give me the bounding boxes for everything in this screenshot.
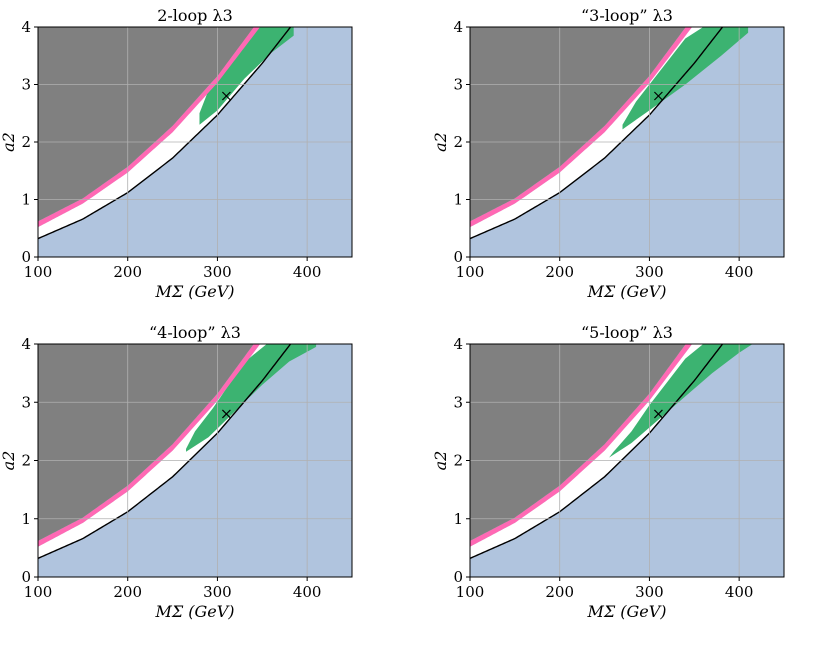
y-tick-label: 4 [453, 18, 463, 36]
chart-panel-3: 100 200 300 400 0 1 2 3 4 “4-loop” λ3 MΣ (GeV) a2 [0, 323, 353, 621]
x-tick-label: 300 [203, 583, 232, 601]
y-tick-label: 3 [21, 393, 31, 411]
benchmark-marker [221, 409, 231, 419]
x-tick-label: 200 [113, 263, 142, 281]
plot-area [470, 344, 784, 577]
y-tick-label: 1 [453, 191, 463, 209]
panel-title: “3-loop” λ3 [581, 6, 673, 25]
benchmark-marker [653, 409, 663, 419]
excluded-region [470, 344, 740, 541]
y-axis-label: a2 [0, 451, 18, 471]
highlight-region [186, 344, 317, 452]
y-tick-label: 2 [453, 133, 463, 151]
excluded-region [38, 344, 308, 541]
boundary-line [470, 344, 724, 560]
benchmark-marker [221, 91, 231, 101]
excluded-region [470, 27, 740, 222]
panel-title: “4-loop” λ3 [149, 323, 241, 342]
x-tick-label: 300 [635, 263, 664, 281]
chart-panel-2: 100 200 300 400 0 1 2 3 4 “3-loop” λ3 MΣ (GeV) a2 [431, 6, 785, 301]
plot-area [470, 27, 784, 257]
plot-area [38, 27, 352, 257]
x-tick-label: 100 [456, 583, 485, 601]
y-tick-label: 0 [453, 248, 463, 266]
y-axis-label: a2 [431, 451, 450, 471]
y-tick-label: 4 [21, 18, 31, 36]
x-axis-label: MΣ (GeV) [586, 282, 666, 301]
x-tick-label: 400 [293, 583, 322, 601]
y-tick-label: 4 [21, 335, 31, 353]
y-axis-label: a2 [0, 132, 18, 152]
panel-title: 2-loop λ3 [157, 6, 233, 25]
highlight-region [199, 27, 294, 125]
boundary-line [470, 27, 724, 240]
benchmark-marker [653, 91, 663, 101]
excluded-region [38, 27, 308, 222]
x-tick-label: 300 [203, 263, 232, 281]
x-tick-label: 200 [113, 583, 142, 601]
y-tick-label: 2 [21, 133, 31, 151]
x-tick-label: 400 [725, 263, 754, 281]
x-tick-label: 100 [24, 583, 53, 601]
highlight-region [609, 344, 753, 458]
y-tick-label: 1 [453, 510, 463, 528]
boundary-line [38, 344, 292, 560]
y-tick-label: 2 [21, 452, 31, 470]
x-tick-label: 100 [24, 263, 53, 281]
x-tick-label: 200 [545, 583, 574, 601]
panel-title: “5-loop” λ3 [581, 323, 673, 342]
y-tick-label: 4 [453, 335, 463, 353]
y-tick-label: 2 [453, 452, 463, 470]
y-tick-label: 1 [21, 510, 31, 528]
x-tick-label: 400 [293, 263, 322, 281]
y-tick-label: 3 [453, 393, 463, 411]
x-axis-label: MΣ (GeV) [154, 282, 234, 301]
y-tick-label: 3 [21, 76, 31, 94]
x-axis-label: MΣ (GeV) [154, 602, 234, 621]
chart-panel-1: 100 200 300 400 0 1 2 3 4 2-loop λ3 MΣ (GeV) a2 [0, 6, 353, 301]
x-tick-label: 300 [635, 583, 664, 601]
x-axis-label: MΣ (GeV) [586, 602, 666, 621]
x-tick-label: 200 [545, 263, 574, 281]
plot-area [38, 344, 352, 577]
boundary-line [38, 27, 292, 240]
y-tick-label: 0 [21, 568, 31, 586]
y-tick-label: 1 [21, 191, 31, 209]
y-axis-label: a2 [431, 132, 450, 152]
y-tick-label: 0 [21, 248, 31, 266]
x-tick-label: 100 [456, 263, 485, 281]
y-tick-label: 0 [453, 568, 463, 586]
x-tick-label: 400 [725, 583, 754, 601]
y-tick-label: 3 [453, 76, 463, 94]
highlight-region [622, 27, 749, 130]
chart-panel-4: 100 200 300 400 0 1 2 3 4 “5-loop” λ3 MΣ (GeV) a2 [431, 323, 785, 621]
